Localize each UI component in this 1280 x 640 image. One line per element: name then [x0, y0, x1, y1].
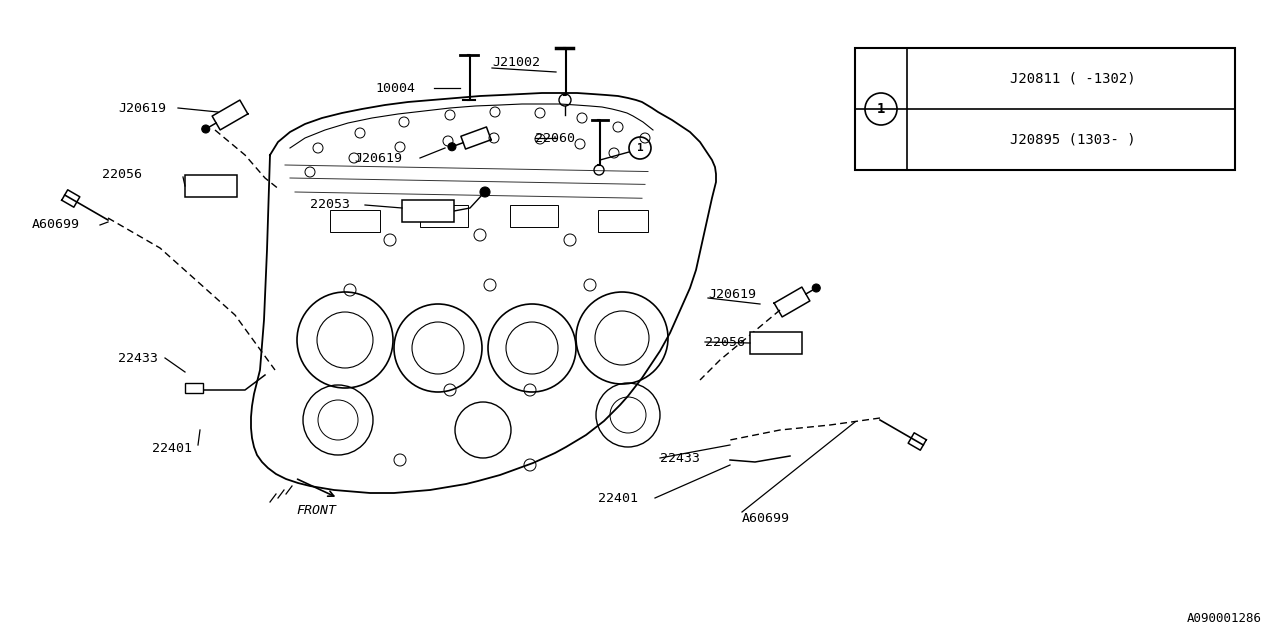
Bar: [330, 210, 380, 232]
Text: J20811 ( -1302): J20811 ( -1302): [1010, 72, 1135, 86]
Text: 1: 1: [636, 143, 644, 153]
Text: 22433: 22433: [118, 351, 157, 365]
Text: 22433: 22433: [660, 451, 700, 465]
Bar: [402, 200, 454, 222]
Text: 1: 1: [877, 102, 886, 116]
Text: 22401: 22401: [152, 442, 192, 454]
Bar: [420, 205, 468, 227]
Text: J20619: J20619: [355, 152, 402, 164]
Text: 22056: 22056: [705, 335, 745, 349]
Text: 10004: 10004: [375, 81, 415, 95]
Text: 22053: 22053: [310, 198, 349, 211]
Text: A60699: A60699: [32, 218, 79, 232]
Bar: [186, 175, 237, 197]
Circle shape: [202, 125, 210, 133]
Text: J20619: J20619: [118, 102, 166, 115]
Bar: [186, 383, 204, 393]
Text: 22060: 22060: [535, 131, 575, 145]
Circle shape: [448, 143, 456, 151]
Text: 22401: 22401: [598, 492, 637, 504]
Bar: [598, 210, 648, 232]
Text: FRONT: FRONT: [296, 504, 335, 516]
Text: 22056: 22056: [102, 168, 142, 182]
Text: J20895 (1303- ): J20895 (1303- ): [1010, 132, 1135, 147]
Bar: [509, 205, 558, 227]
Bar: [855, 48, 1235, 170]
Circle shape: [480, 187, 490, 197]
Bar: [750, 332, 803, 354]
Circle shape: [813, 284, 820, 292]
Text: A60699: A60699: [742, 511, 790, 525]
Text: J21002: J21002: [492, 56, 540, 68]
Text: J20619: J20619: [708, 289, 756, 301]
Text: A090001286: A090001286: [1187, 611, 1262, 625]
